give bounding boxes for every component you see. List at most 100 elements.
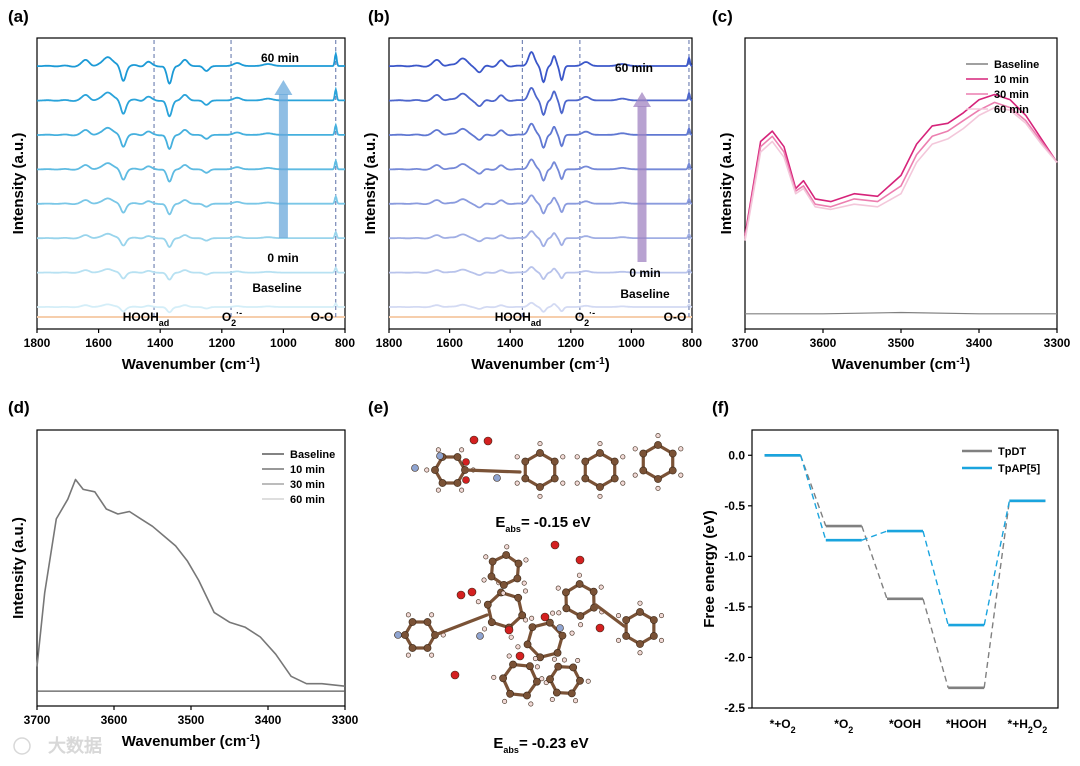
hydrogen-atom (502, 698, 508, 704)
carbon-atom (506, 689, 514, 698)
panel-a-spectrum-line (37, 266, 345, 281)
carbon-atom (523, 691, 531, 700)
panel-d-series-line (36, 478, 346, 687)
carbon-atom (576, 612, 585, 620)
panel-b-x-tick-label: 800 (682, 336, 702, 350)
panel-a-frame (36, 37, 346, 330)
panel-f-y-tick-label: -0.5 (724, 499, 745, 513)
panel-f-connector (799, 455, 827, 541)
panel-c-x-title: Wavenumber (cm-1) (832, 356, 970, 374)
oxygen-atom (483, 436, 493, 446)
panel-a-spectrum-line (37, 194, 345, 216)
panel-e-energy-1: Eabs= -0.15 eV (495, 514, 590, 534)
carbon-atom (649, 616, 658, 624)
hydrogen-atom (482, 626, 488, 632)
carbon-atom (558, 631, 567, 640)
hydrogen-atom (528, 701, 534, 707)
panel-f-x-category-label: *+O2 (770, 717, 796, 735)
carbon-atom (438, 479, 447, 487)
panel-a-label-baseline: Baseline (252, 281, 302, 295)
panel-f-connector (922, 530, 949, 626)
panel-b: (b) 60 min 0 min Baseline HOOHad O2·- O-O 1800 1… (362, 7, 702, 373)
hydrogen-atom (597, 493, 603, 499)
hydrogen-atom (678, 446, 684, 452)
panel-a-x-tick-label: 1200 (208, 336, 235, 350)
panel-b-x-title: Wavenumber (cm-1) (471, 356, 609, 374)
carbon-atom (610, 457, 619, 466)
oxygen-atom (467, 587, 477, 597)
panel-d-x-tick-label: 3300 (332, 713, 359, 727)
hydrogen-atom (560, 480, 566, 486)
panel-f-x-category-label: *OOH (889, 717, 921, 731)
panel-b-x-tick-label: 1200 (557, 336, 584, 350)
panel-b-label-0min: 0 min (629, 266, 660, 280)
carbon-atom (521, 474, 530, 483)
panel-f-frame (751, 429, 1059, 709)
hydrogen-atom (658, 637, 664, 643)
carbon-atom (401, 631, 409, 639)
panel-d-legend-label: 10 min (290, 464, 325, 476)
panel-a-spectrum-line (37, 158, 345, 183)
carbon-atom (550, 457, 559, 466)
panel-a-label-60min: 60 min (261, 51, 299, 65)
carbon-atom (668, 466, 677, 475)
hydrogen-atom (620, 480, 626, 486)
panel-f-connector (861, 525, 888, 600)
carbon-atom (622, 632, 631, 640)
panel-c-x-tick-label: 3700 (732, 336, 759, 350)
panel-c-y-title: Intensity (a.u.) (718, 133, 735, 235)
hydrogen-atom (522, 588, 528, 594)
carbon-atom (488, 557, 497, 566)
panel-a-marker-label: O-O (311, 310, 334, 324)
panel-d-legend-label: 30 min (290, 479, 325, 491)
oxygen-atom (469, 435, 479, 445)
panel-a-label-0min: 0 min (267, 251, 298, 265)
panel-f-legend-label: TpDT (998, 446, 1026, 458)
panel-f-legend-label: TpAP[5] (998, 463, 1041, 475)
hydrogen-atom (598, 584, 604, 590)
hydrogen-atom (514, 480, 520, 486)
hydrogen-atom (655, 433, 661, 439)
carbon-atom (431, 466, 439, 474)
carbon-atom (554, 662, 563, 671)
hydrogen-atom (435, 487, 441, 493)
panel-f-connector (922, 598, 949, 688)
panel-b-time-arrow-head (633, 92, 652, 107)
hydrogen-atom (632, 472, 638, 478)
panel-b-marker-label: HOOHad (495, 310, 542, 328)
hydrogen-atom (405, 612, 411, 618)
hydrogen-atom (508, 634, 514, 640)
hydrogen-atom (569, 630, 575, 636)
carbon-atom (423, 644, 432, 652)
carbon-atom (589, 587, 598, 596)
nitrogen-atom (476, 632, 484, 640)
panel-a-x-tick-label: 1000 (270, 336, 297, 350)
panel-b-label-baseline: Baseline (620, 287, 670, 301)
carbon-atom (546, 618, 554, 627)
hydrogen-atom (515, 644, 521, 650)
panel-c-legend-label: Baseline (994, 59, 1039, 71)
oxygen-atom (595, 623, 605, 633)
panel-c-x-tick-label: 3500 (888, 336, 915, 350)
hydrogen-atom (620, 454, 626, 460)
panel-d-label: (d) (8, 398, 30, 417)
carbon-atom (636, 640, 644, 648)
panel-f-y-tick-label: -1.0 (724, 549, 745, 563)
panel-a-x-tick-label: 1600 (85, 336, 112, 350)
hydrogen-atom (632, 446, 638, 452)
panel-d-legend-label: Baseline (290, 449, 335, 461)
carbon-atom (553, 649, 562, 657)
hydrogen-atom (504, 544, 510, 550)
panel-d-x-tick-label: 3600 (101, 713, 128, 727)
panel-f-x-category-label: *O2 (834, 717, 853, 735)
carbon-atom (487, 618, 496, 627)
carbon-atom (423, 618, 432, 626)
hydrogen-atom (435, 447, 441, 453)
carbon-atom (499, 674, 507, 683)
panel-a-spectrum-line (37, 230, 345, 248)
hydrogen-atom (429, 652, 435, 658)
panel-b-frame (388, 37, 693, 330)
panel-d: (d) Baseline 10 min 30 min 60 min 3700 3600 350… (8, 398, 359, 750)
panel-f-label: (f) (712, 398, 729, 417)
panel-c-series-line (744, 93, 1058, 236)
